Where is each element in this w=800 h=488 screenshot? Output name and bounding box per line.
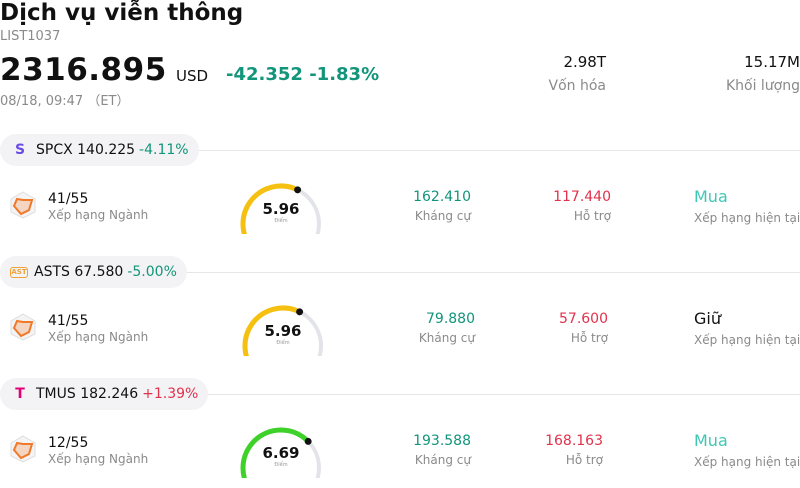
support-value: 168.163 — [545, 433, 603, 449]
current-rating-label: Xếp hạng hiện tại — [694, 211, 800, 225]
resistance-value: 162.410 — [413, 189, 471, 205]
volume-value: 15.17M — [744, 53, 800, 71]
resistance-label: Kháng cự — [414, 453, 471, 467]
resistance-value: 193.588 — [413, 433, 471, 449]
score-label: Điểm — [274, 218, 288, 224]
stock-change: +1.39% — [142, 386, 199, 402]
stock-change: -4.11% — [139, 142, 189, 158]
industry-radar-icon — [10, 191, 36, 219]
market-cap-label: Vốn hóa — [548, 78, 606, 94]
score-label: Điểm — [274, 462, 288, 468]
current-rating: Giữ — [694, 309, 721, 328]
support-value: 57.600 — [559, 311, 608, 327]
sector-title: Dịch vụ viễn thông — [0, 0, 244, 26]
industry-rank-label: Xếp hạng Ngành — [48, 208, 149, 222]
support-value: 117.440 — [553, 189, 611, 205]
sector-code: LIST1037 — [0, 29, 61, 44]
volume-label: Khối lượng — [725, 78, 800, 94]
section-divider — [0, 272, 800, 273]
stock-pill[interactable]: S SPCX 140.225 -4.11% — [0, 134, 199, 166]
score-gauge — [240, 427, 321, 478]
section-divider — [0, 150, 800, 151]
stock-symbol-price: SPCX 140.225 — [36, 142, 136, 158]
industry-radar-icon — [10, 435, 36, 463]
stock-pill[interactable]: T TMUS 182.246 +1.39% — [0, 378, 209, 410]
score-label: Điểm — [276, 340, 290, 346]
score-gauge — [242, 305, 323, 356]
currency: USD — [176, 67, 209, 85]
stock-change: -5.00% — [127, 264, 177, 280]
industry-rank: 12/55 — [48, 435, 89, 451]
timestamp: 08/18, 09:47 （ET） — [0, 94, 130, 109]
stock-logo-icon: T — [15, 386, 25, 402]
current-rating-label: Xếp hạng hiện tại — [694, 455, 800, 469]
stock-logo-icon: AST — [10, 266, 28, 278]
industry-rank: 41/55 — [48, 191, 89, 207]
score-gauge — [240, 183, 321, 234]
support-label: Hỗ trợ — [573, 209, 611, 223]
support-label: Hỗ trợ — [570, 331, 608, 345]
current-rating: Mua — [694, 187, 728, 206]
resistance-value: 79.880 — [426, 311, 475, 327]
stock-symbol-price: TMUS 182.246 — [36, 386, 139, 402]
index-price: 2316.895 — [0, 52, 167, 88]
score-value: 6.69 — [262, 444, 300, 462]
score-value: 5.96 — [262, 200, 300, 218]
stock-logo-icon: S — [14, 142, 26, 158]
current-rating-label: Xếp hạng hiện tại — [694, 333, 800, 347]
industry-rank-label: Xếp hạng Ngành — [48, 452, 149, 466]
resistance-label: Kháng cự — [414, 209, 471, 223]
resistance-label: Kháng cự — [418, 331, 475, 345]
industry-rank: 41/55 — [48, 313, 89, 329]
industry-rank-label: Xếp hạng Ngành — [48, 330, 149, 344]
score-value: 5.96 — [264, 322, 302, 340]
current-rating: Mua — [694, 431, 728, 450]
stock-symbol-price: ASTS 67.580 — [34, 264, 124, 280]
market-cap-value: 2.98T — [563, 53, 606, 71]
support-label: Hỗ trợ — [565, 453, 603, 467]
stock-pill[interactable]: AST ASTS 67.580 -5.00% — [0, 256, 187, 288]
section-divider — [0, 394, 800, 395]
index-change: -42.352 -1.83% — [226, 64, 380, 85]
industry-radar-icon — [10, 313, 36, 341]
